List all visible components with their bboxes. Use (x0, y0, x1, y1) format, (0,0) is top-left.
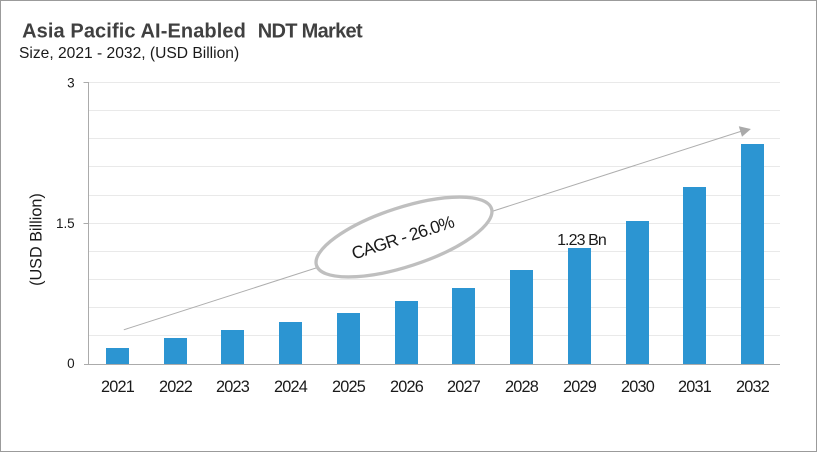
svg-text:2023: 2023 (216, 378, 250, 396)
svg-text:0: 0 (67, 356, 74, 371)
svg-text:2032: 2032 (736, 378, 770, 396)
svg-text:2021: 2021 (101, 378, 135, 396)
svg-text:2031: 2031 (678, 378, 712, 396)
svg-text:1.5: 1.5 (56, 216, 74, 231)
svg-text:2025: 2025 (332, 378, 366, 396)
svg-text:3: 3 (67, 76, 74, 91)
svg-text:(USD Billion): (USD Billion) (27, 193, 45, 286)
svg-text:2029: 2029 (563, 378, 597, 396)
svg-text:2026: 2026 (390, 378, 424, 396)
svg-text:2027: 2027 (447, 378, 481, 396)
svg-text:2024: 2024 (274, 378, 308, 396)
svg-text:2022: 2022 (159, 378, 193, 396)
svg-text:1.23 Bn: 1.23 Bn (557, 232, 606, 249)
svg-text:Size, 2021 - 2032, (USD Billio: Size, 2021 - 2032, (USD Billion) (19, 45, 239, 62)
svg-text:Asia Pacific AI-Enabled NDT Ma: Asia Pacific AI-Enabled NDT Market (22, 20, 363, 42)
svg-text:2028: 2028 (505, 378, 539, 396)
svg-text:2030: 2030 (621, 378, 655, 396)
